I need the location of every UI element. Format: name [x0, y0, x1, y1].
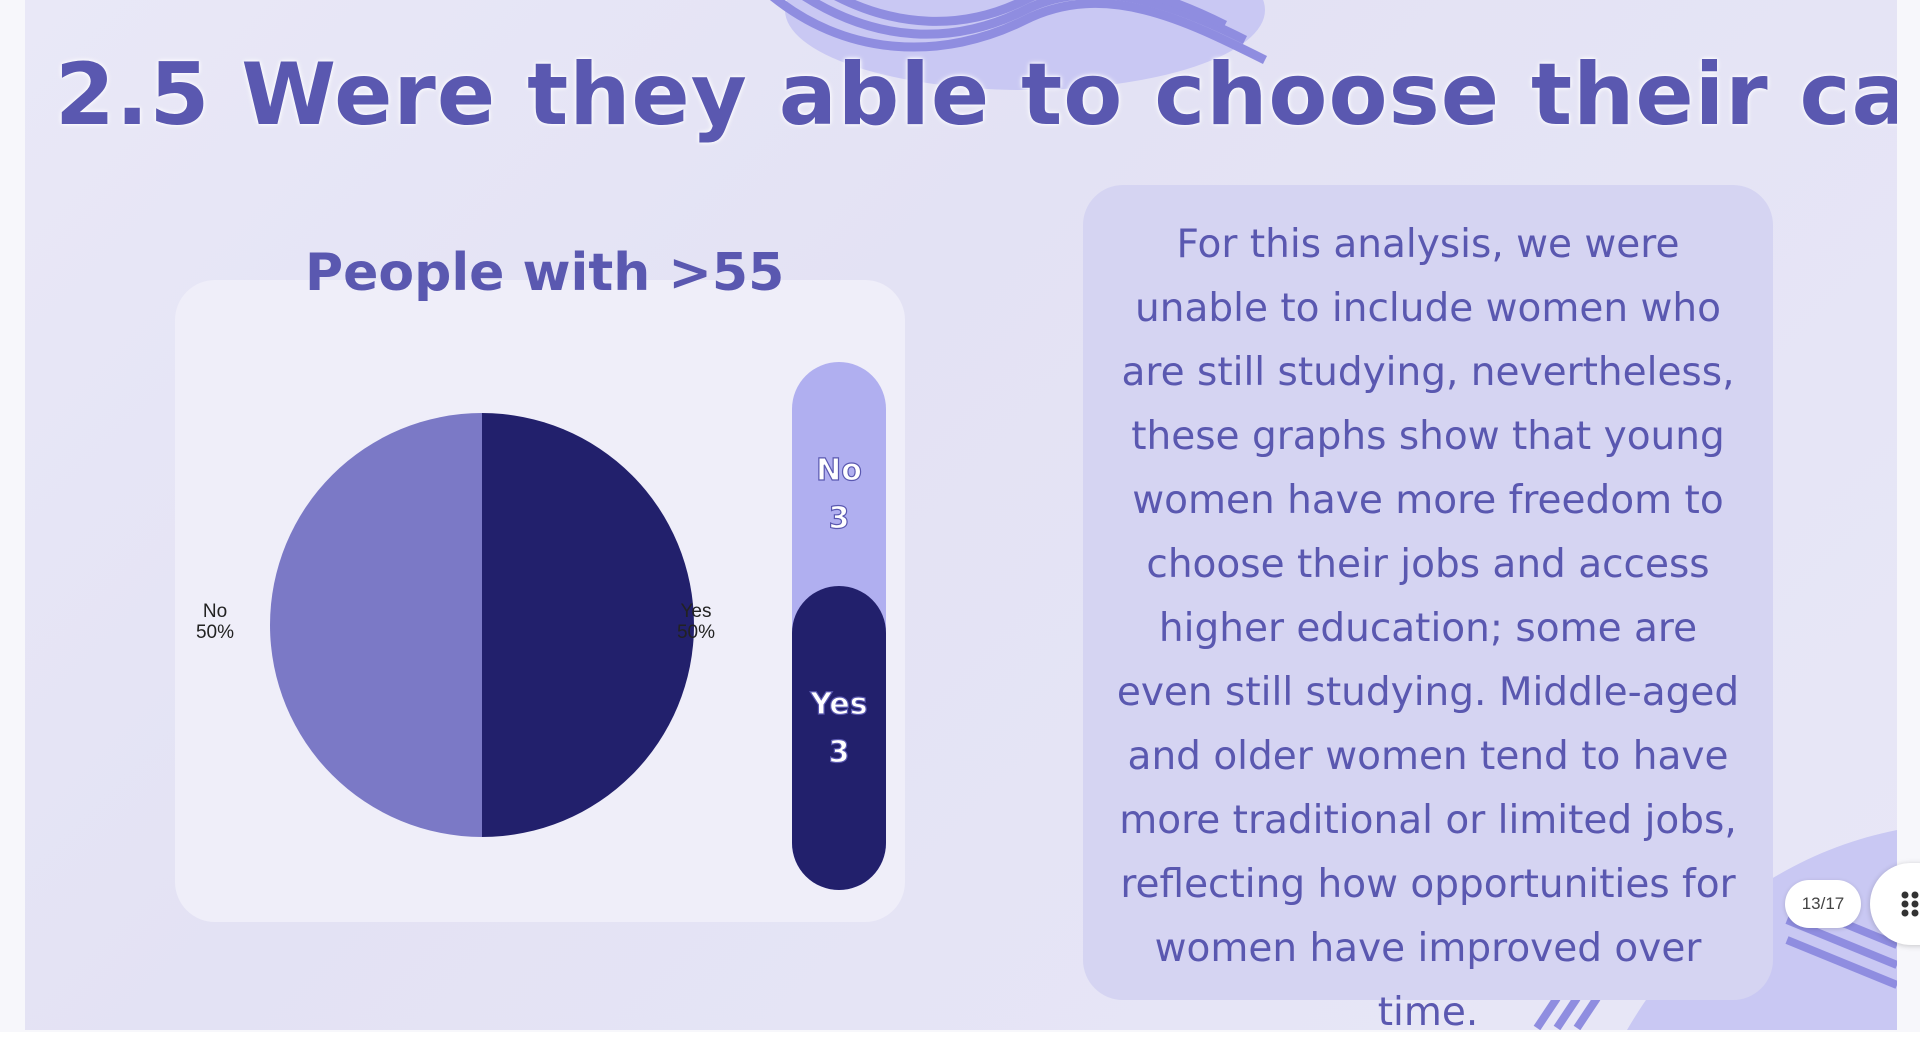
pie-percent-yes: 50% — [677, 622, 715, 643]
bottom-bar — [0, 1032, 1920, 1050]
stack-bar-label-yes: Yes — [809, 687, 867, 722]
decorative-waves — [770, 0, 1268, 90]
chart-title: People with >55 — [305, 243, 785, 303]
slide: 2.5 Were they able to choose their caree… — [25, 0, 1897, 1030]
page-indicator[interactable]: 13/17 — [1785, 880, 1861, 928]
pie-percent-no: 50% — [196, 622, 234, 643]
stack-bar-yes — [792, 586, 886, 890]
pie-label-yes: Yes — [681, 601, 712, 622]
pie-slice-no — [270, 413, 482, 837]
stack-bar-label-no: No — [816, 453, 862, 488]
stack-bar-value-yes: 3 — [829, 735, 850, 770]
pie-slice-yes — [482, 413, 694, 837]
slide-title: 2.5 Were they able to choose their caree… — [55, 45, 1897, 145]
menu-button[interactable] — [1870, 863, 1920, 945]
description-card: For this analysis, we were unable to inc… — [1083, 185, 1773, 1030]
description-text: For this analysis, we were unable to inc… — [1116, 222, 1740, 1030]
grip-dots-icon — [1901, 891, 1919, 917]
stack-bar-value-no: 3 — [829, 501, 850, 536]
pie-label-no: No — [203, 601, 227, 622]
pie-chart: No 50% Yes 50% No 3 Yes 3 — [196, 362, 886, 890]
